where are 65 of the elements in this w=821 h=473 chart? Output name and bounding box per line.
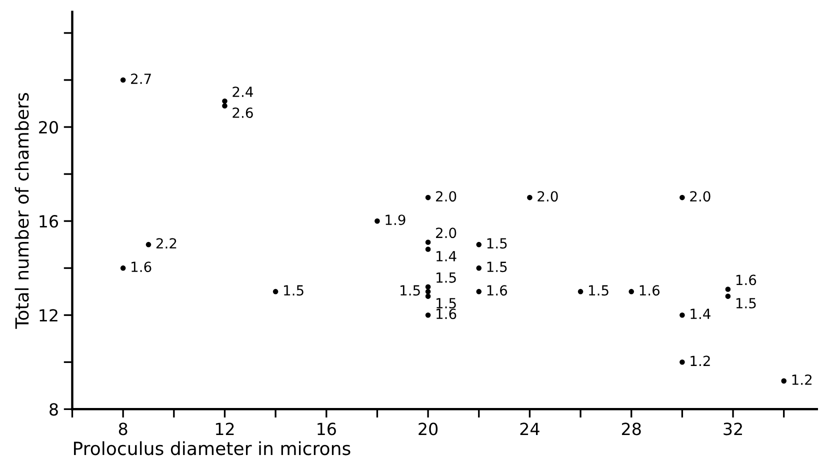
annotation: 2.0 bbox=[436, 228, 456, 238]
point bbox=[680, 194, 685, 200]
annotation: 1.4 bbox=[436, 251, 456, 262]
annotation: 1.5 bbox=[487, 262, 507, 272]
point bbox=[425, 240, 431, 245]
annotation: 2.0 bbox=[538, 191, 558, 202]
annotation: 1.9 bbox=[386, 214, 406, 226]
point bbox=[222, 103, 228, 109]
point bbox=[725, 294, 731, 299]
point bbox=[628, 288, 634, 294]
annotation: 2.2 bbox=[156, 238, 176, 248]
point bbox=[222, 98, 228, 104]
annotation: 2.0 bbox=[690, 191, 710, 202]
y-tick-label: 12 bbox=[40, 309, 58, 322]
y-axis-title: Total number of chambers bbox=[14, 93, 29, 329]
annotation: 1.6 bbox=[736, 274, 756, 286]
point bbox=[527, 194, 532, 200]
x-tick-label: 28 bbox=[622, 422, 641, 436]
annotation: 1.6 bbox=[132, 262, 152, 272]
point bbox=[476, 242, 482, 248]
annotation: 1.6 bbox=[436, 308, 456, 320]
point bbox=[425, 194, 431, 200]
x-tick-label: 16 bbox=[318, 422, 336, 436]
annotation: 1.5 bbox=[284, 285, 304, 296]
point bbox=[146, 242, 152, 248]
annotation: 1.5 bbox=[436, 298, 456, 308]
point bbox=[680, 359, 685, 365]
x-tick-label: 8 bbox=[118, 422, 128, 436]
x-tick-label: 24 bbox=[520, 422, 540, 436]
point bbox=[120, 77, 126, 83]
x-tick-label: 32 bbox=[724, 422, 742, 436]
point bbox=[272, 288, 278, 294]
annotation: 2.4 bbox=[232, 86, 253, 97]
point bbox=[781, 378, 787, 384]
point bbox=[425, 284, 431, 290]
y-tick-label: 16 bbox=[40, 215, 58, 228]
point bbox=[120, 265, 126, 271]
point bbox=[476, 288, 482, 294]
x-tick-label: 20 bbox=[418, 422, 438, 436]
y-tick-label: 8 bbox=[50, 403, 58, 416]
annotation: 1.5 bbox=[487, 238, 507, 249]
annotation: 1.2 bbox=[690, 356, 710, 366]
annotation: 1.2 bbox=[792, 374, 812, 385]
point bbox=[476, 265, 482, 271]
annotation: 2.0 bbox=[436, 191, 456, 202]
x-axis-title: Proloculus diameter in microns bbox=[74, 441, 350, 456]
point bbox=[374, 218, 380, 224]
annotation: 1.6 bbox=[487, 285, 508, 296]
point bbox=[680, 312, 685, 318]
annotation: 1.6 bbox=[640, 285, 660, 296]
point bbox=[425, 246, 431, 252]
annotation: 2.7 bbox=[131, 74, 151, 84]
point bbox=[425, 312, 431, 318]
x-tick-label: 12 bbox=[216, 422, 234, 436]
annotation: 2.6 bbox=[232, 108, 253, 118]
annotation: 1.5 bbox=[400, 285, 420, 296]
annotation: 1.5 bbox=[736, 298, 756, 308]
annotation: 1.5 bbox=[589, 285, 608, 296]
point bbox=[578, 288, 584, 294]
annotation: 1.4 bbox=[690, 308, 710, 319]
annotation: 1.5 bbox=[436, 272, 456, 283]
point bbox=[725, 286, 731, 292]
point bbox=[425, 294, 431, 299]
point bbox=[425, 288, 431, 294]
y-tick-label: 20 bbox=[39, 120, 58, 134]
